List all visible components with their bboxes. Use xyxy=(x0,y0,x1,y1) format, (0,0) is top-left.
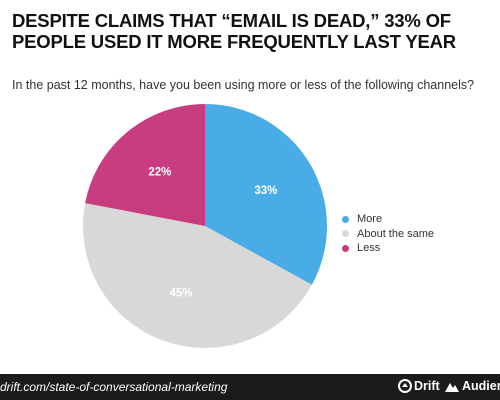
drift-logo-icon xyxy=(398,379,412,393)
legend-label: About the same xyxy=(357,227,435,240)
legend-item-about-the-same: About the same xyxy=(342,227,434,242)
footer-url[interactable]: drift.com/state-of-conversational-market… xyxy=(0,380,228,394)
legend-label: Less xyxy=(357,242,381,255)
pie-slice-about-the-same xyxy=(83,203,312,348)
chart-title: DESPITE CLAIMS THAT “EMAIL IS DEAD,” 33%… xyxy=(12,10,456,52)
drift-brand: Drift xyxy=(398,379,440,393)
legend-swatch xyxy=(342,230,349,238)
audience-brand: Audienc xyxy=(444,379,500,393)
legend-item-more: More xyxy=(342,212,434,227)
legend-label: More xyxy=(357,213,383,226)
legend-swatch xyxy=(342,215,349,223)
pie-chart: 33% 45% 22% xyxy=(83,104,327,348)
chart-subtitle: In the past 12 months, have you been usi… xyxy=(12,78,475,92)
legend-swatch xyxy=(342,244,349,252)
pie-label-more: 33% xyxy=(254,185,277,197)
audience-brand-label: Audienc xyxy=(462,379,500,393)
footer-bar: drift.com/state-of-conversational-market… xyxy=(0,374,500,400)
pie-label-less: 22% xyxy=(148,166,171,178)
chart-legend: More About the same Less xyxy=(342,212,434,256)
pie-slice-less xyxy=(85,104,205,226)
pie-slice-more xyxy=(205,104,327,285)
audience-logo-icon xyxy=(445,382,459,392)
pie-label-about-the-same: 45% xyxy=(170,288,193,300)
drift-brand-label: Drift xyxy=(414,379,440,393)
legend-item-less: Less xyxy=(342,241,434,256)
